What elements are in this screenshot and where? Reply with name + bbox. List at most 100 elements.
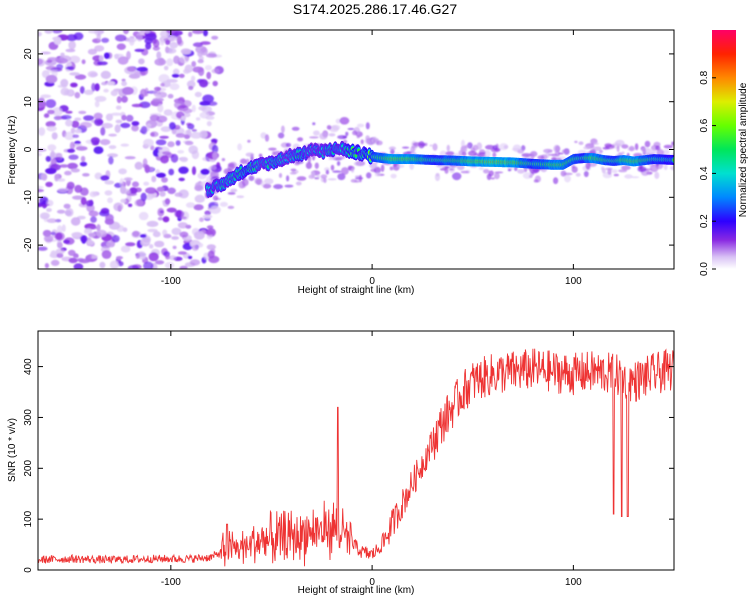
noise-blob <box>205 230 214 235</box>
noise-blob <box>159 191 166 197</box>
halo-blob <box>564 175 571 183</box>
noise-blob <box>46 59 53 63</box>
y-tick-label: -20 <box>23 237 34 252</box>
halo-blob <box>654 171 660 179</box>
colorbar-tick-label: 0.8 <box>699 70 710 84</box>
halo-blob <box>335 118 341 124</box>
noise-blob <box>123 30 129 35</box>
noise-blob <box>43 113 50 118</box>
noise-blob <box>107 197 113 204</box>
colorbar-ticks: 0.0 0.2 0.4 0.6 0.8 <box>699 70 716 276</box>
noise-blob <box>168 168 175 176</box>
noise-blob <box>91 82 96 92</box>
halo-blob <box>332 170 342 173</box>
halo-blob <box>289 171 297 175</box>
halo-blob <box>624 174 633 179</box>
colorbar-tick-label: 0.4 <box>699 166 710 180</box>
noise-blob <box>200 168 210 175</box>
noise-blob <box>46 218 58 223</box>
noise-blob <box>116 96 122 104</box>
noise-blob <box>122 188 131 195</box>
noise-blob <box>69 141 75 150</box>
noise-blob <box>121 81 127 87</box>
halo-blob <box>449 168 454 171</box>
noise-blob <box>175 140 181 146</box>
halo-blob <box>330 164 335 171</box>
noise-blob <box>128 73 141 79</box>
halo-blob <box>574 140 578 144</box>
noise-blob <box>160 82 165 87</box>
noise-blob <box>90 137 100 145</box>
noise-blob <box>179 55 190 64</box>
halo-blob <box>517 169 525 174</box>
halo-blob <box>611 169 618 174</box>
noise-blob <box>100 127 106 136</box>
noise-blob <box>45 181 53 188</box>
halo-blob <box>494 172 500 180</box>
halo-blob <box>337 135 347 140</box>
noise-blob <box>202 214 213 219</box>
noise-blob <box>66 34 78 42</box>
noise-blob <box>180 115 186 121</box>
noise-blob <box>160 39 165 46</box>
noise-blob <box>145 42 152 50</box>
noise-blob <box>129 38 135 46</box>
spectrogram-noise <box>38 30 224 269</box>
noise-blob <box>70 168 80 173</box>
colorbar-tick-label: 0.2 <box>699 214 710 228</box>
noise-blob <box>199 217 204 222</box>
noise-blob <box>79 161 88 167</box>
noise-blob <box>144 164 150 174</box>
halo-blob <box>376 140 383 146</box>
halo-blob <box>345 131 349 137</box>
y-tick-label: -10 <box>23 190 34 205</box>
snr-series-line <box>38 348 674 567</box>
noise-blob <box>113 202 124 212</box>
noise-blob <box>171 73 180 78</box>
halo-blob <box>366 172 372 179</box>
halo-blob <box>295 181 302 186</box>
noise-blob <box>191 104 196 113</box>
noise-blob <box>178 177 185 182</box>
noise-blob <box>63 239 70 244</box>
noise-blob <box>197 50 203 57</box>
noise-blob <box>38 152 42 157</box>
noise-blob <box>194 185 204 192</box>
noise-blob <box>191 166 197 176</box>
noise-blob <box>78 258 91 264</box>
noise-blob <box>167 141 175 148</box>
noise-blob <box>178 73 185 78</box>
halo-blob <box>390 167 397 171</box>
noise-blob <box>56 209 66 214</box>
halo-blob <box>641 147 652 154</box>
halo-blob <box>507 168 512 172</box>
noise-blob <box>162 216 170 223</box>
noise-blob <box>190 75 196 82</box>
noise-blob <box>94 100 100 108</box>
noise-blob <box>187 255 193 260</box>
halo-blob <box>374 172 381 177</box>
halo-blob <box>613 173 619 177</box>
noise-blob <box>195 117 201 121</box>
noise-blob <box>179 265 188 269</box>
halo-blob <box>522 172 533 180</box>
noise-blob <box>152 149 160 157</box>
halo-blob <box>329 125 339 133</box>
halo-blob <box>313 130 320 136</box>
noise-blob <box>101 122 113 129</box>
halo-blob <box>585 161 591 170</box>
noise-blob <box>144 32 157 41</box>
noise-blob <box>45 74 58 84</box>
halo-blob <box>308 174 315 179</box>
noise-blob <box>169 83 180 91</box>
noise-blob <box>110 90 118 97</box>
halo-blob <box>616 145 620 152</box>
noise-blob <box>120 143 130 147</box>
halo-blob <box>323 177 327 184</box>
noise-blob <box>143 261 154 269</box>
halo-blob <box>445 151 455 156</box>
noise-blob <box>134 161 143 170</box>
halo-blob <box>296 176 307 181</box>
